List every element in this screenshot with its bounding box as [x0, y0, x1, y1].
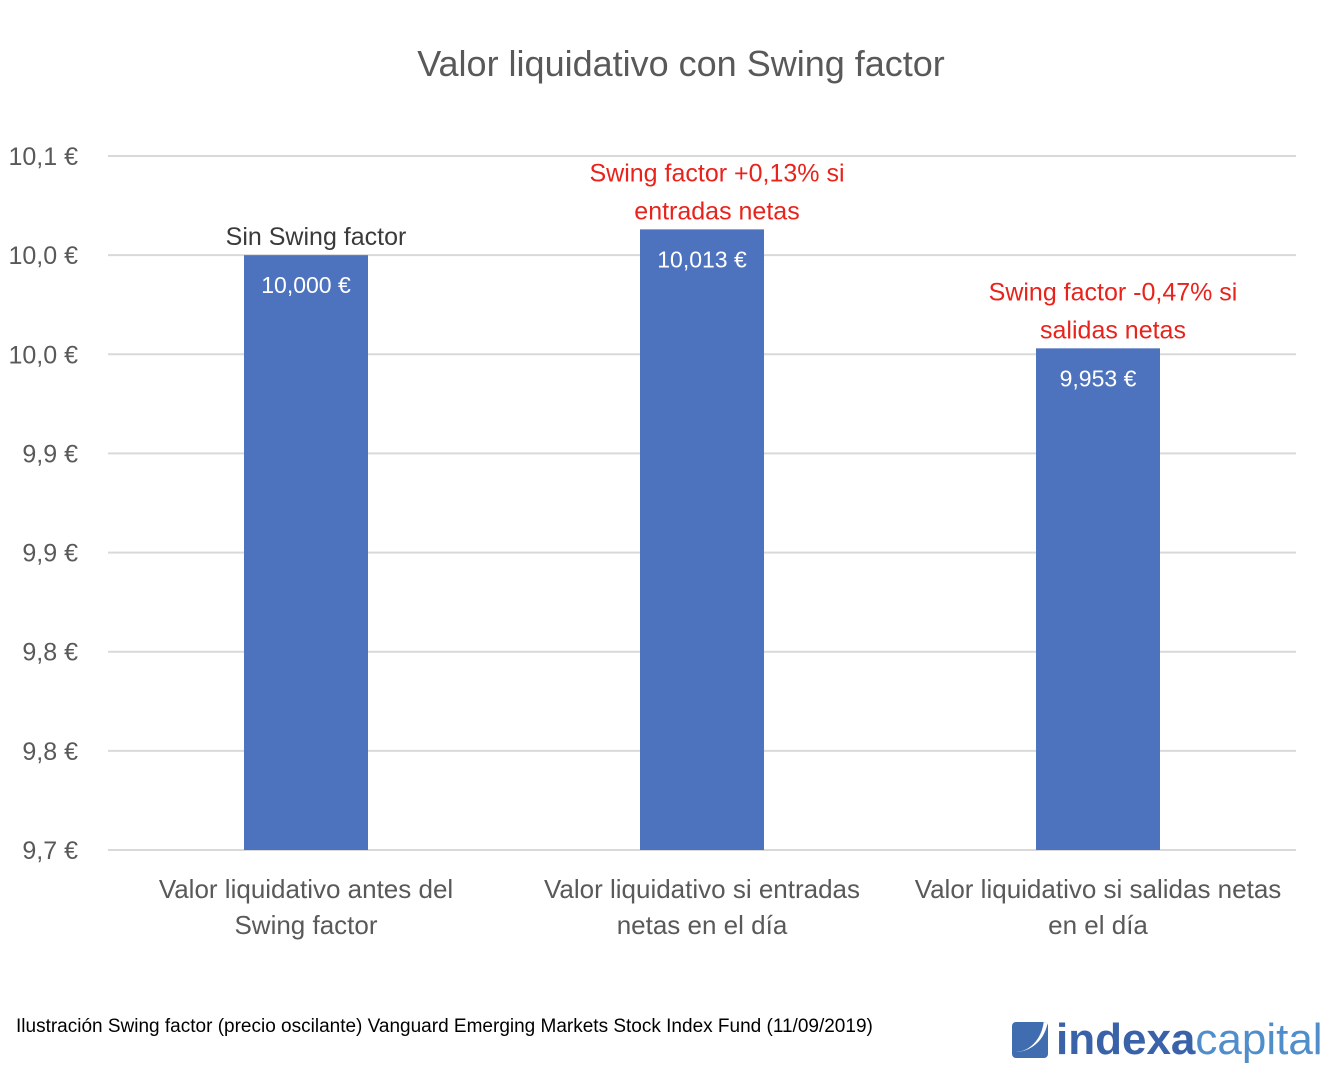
logo-text-indexa: indexa	[1056, 1015, 1196, 1064]
x-tick-label: en el día	[1048, 910, 1148, 940]
y-tick-label: 9,8 €	[22, 738, 78, 766]
y-tick-label: 10,0 €	[8, 341, 78, 369]
x-tick-label: Valor liquidativo si salidas netas	[915, 874, 1282, 904]
annotation: entradas netas	[634, 197, 799, 225]
y-tick-label: 9,7 €	[22, 837, 78, 865]
annotation: Sin Swing factor	[226, 223, 407, 251]
footnote: Ilustración Swing factor (precio oscilan…	[16, 1016, 873, 1037]
data-label: 10,000 €	[261, 272, 351, 298]
annotation: Swing factor +0,13% si	[590, 159, 845, 187]
chart-title: Valor liquidativo con Swing factor	[417, 43, 945, 84]
y-tick-label: 10,0 €	[8, 242, 78, 270]
bar	[640, 229, 764, 850]
bar	[244, 255, 368, 851]
logo-text-capital: capital	[1195, 1015, 1323, 1064]
y-tick-label: 9,9 €	[22, 440, 78, 468]
x-tick-label: Swing factor	[234, 910, 377, 940]
data-label: 9,953 €	[1060, 365, 1137, 391]
x-tick-label: Valor liquidativo si entradas	[544, 874, 860, 904]
bar-chart: Valor liquidativo con Swing factor 9,7 € 9…	[8, 43, 1296, 940]
bar	[1036, 348, 1160, 850]
y-tick-label: 10,1 €	[8, 143, 78, 171]
annotation: salidas netas	[1040, 316, 1186, 344]
annotation: Swing factor -0,47% si	[989, 278, 1238, 306]
y-tick-label: 9,9 €	[22, 540, 78, 568]
logo-mark-icon	[1012, 1022, 1048, 1058]
x-tick-label: netas en el día	[617, 910, 788, 940]
indexa-capital-logo: indexacapital	[1012, 1016, 1323, 1064]
y-tick-label: 9,8 €	[22, 639, 78, 667]
x-tick-label: Valor liquidativo antes del	[159, 874, 453, 904]
data-label: 10,013 €	[657, 246, 747, 272]
